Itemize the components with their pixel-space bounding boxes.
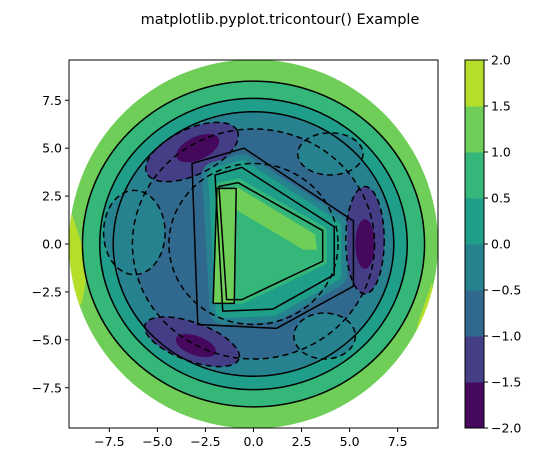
colorbar-tick-label: −1.0 [491, 329, 521, 344]
x-tick-label: −2.5 [190, 434, 220, 449]
colorbar-tick-label: 0.0 [491, 237, 511, 252]
contour-line-island-se [293, 312, 357, 360]
contour-min-patch-e [355, 219, 375, 269]
contour-center-peak-2 [222, 186, 317, 250]
contour-line-1 [81, 80, 426, 408]
contour-line-island-w [102, 189, 166, 276]
contour-island-ne [297, 132, 364, 176]
colorbar-segment [465, 290, 484, 337]
y-tick-label: 0.0 [42, 237, 62, 252]
plot-area [69, 60, 438, 428]
contour-line-4 [131, 128, 376, 360]
x-tick-label: 2.5 [292, 434, 312, 449]
contour-line-7 [214, 166, 335, 312]
contour-line-patch-nw [144, 121, 240, 183]
y-tick-label: −7.5 [32, 380, 62, 395]
colorbar-segment [465, 152, 484, 199]
contour-line-patch-e [345, 185, 385, 295]
x-tick-label: −7.5 [94, 434, 124, 449]
colorbar-tick-label: 1.5 [491, 99, 511, 114]
contour-line-island-ne [296, 132, 364, 176]
x-tick-label: 5.0 [340, 434, 360, 449]
contour-line-5 [168, 162, 339, 326]
colorbar-tick-label: 1.0 [491, 145, 511, 160]
colorbar-tick-label: −0.5 [491, 283, 521, 298]
x-axis: −7.5 −5.0 −2.5 0.0 2.5 5.0 7.5 [94, 428, 408, 449]
x-tick-label: −5.0 [142, 434, 172, 449]
contour-fill-disk [69, 60, 438, 428]
colorbar-segment [465, 382, 484, 429]
y-tick-label: −2.5 [32, 284, 62, 299]
colorbar-segment [465, 198, 484, 245]
contour-line-patch-sw [143, 316, 241, 368]
x-tick-label: 7.5 [388, 434, 408, 449]
colorbar-tick-label: 0.5 [491, 191, 511, 206]
colorbar: 2.0 1.5 1.0 0.5 0.0 −0.5 −1.0 −1.5 −2.0 [464, 53, 521, 436]
contour-center-peak-1 [213, 188, 237, 304]
colorbar-segment [465, 106, 484, 153]
contour-min-patch-nw [176, 133, 220, 163]
y-tick-label: −5.0 [32, 332, 62, 347]
colorbar-tick-label: 2.0 [491, 53, 511, 68]
colorbar-segment [465, 336, 484, 383]
y-tick-label: 7.5 [42, 93, 62, 108]
colorbar-tick-label: −2.0 [491, 421, 521, 436]
y-axis: 7.5 5.0 2.5 0.0 −2.5 −5.0 −7.5 [32, 93, 69, 395]
contour-line-8 [218, 181, 324, 301]
contour-island-w [103, 190, 166, 275]
contour-line-6 [191, 147, 355, 330]
contour-lines [81, 80, 426, 408]
y-tick-label: 2.5 [42, 189, 62, 204]
contour-line-3 [112, 111, 395, 377]
colorbar-tick-label: −1.5 [491, 375, 521, 390]
chart-title: matplotlib.pyplot.tricontour() Example [141, 12, 420, 28]
contour-line-9 [212, 187, 237, 305]
colorbar-segment [465, 60, 484, 107]
x-tick-label: 0.0 [244, 434, 264, 449]
contour-line-2 [99, 97, 408, 391]
y-tick-label: 5.0 [42, 141, 62, 156]
colorbar-segment [465, 244, 484, 291]
